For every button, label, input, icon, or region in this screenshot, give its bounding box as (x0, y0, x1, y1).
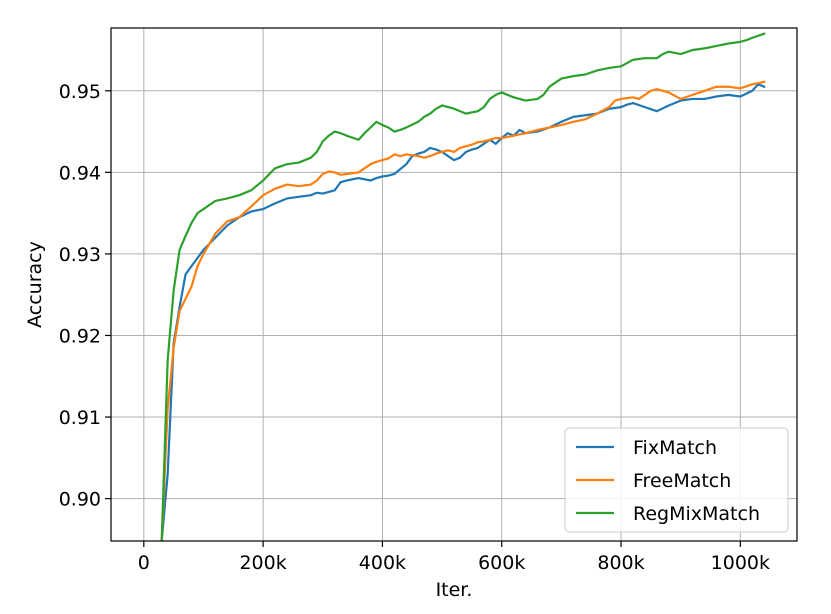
legend-label-regmixmatch: RegMixMatch (633, 503, 760, 525)
legend-label-freematch: FreeMatch (633, 470, 731, 492)
y-tick-label: 0.90 (59, 489, 101, 511)
y-tick-label: 0.91 (59, 407, 101, 429)
x-tick-label: 600k (478, 552, 525, 574)
x-tick-label: 200k (239, 552, 286, 574)
axes: 0 200k 400k 600k 800k 1000k 0.90 0.91 0.92 0.93 0.… (59, 81, 770, 574)
series-lines (160, 32, 766, 541)
x-tick-label: 800k (597, 552, 644, 574)
y-tick-label: 0.95 (59, 81, 101, 103)
y-axis-title: Accuracy (24, 241, 46, 328)
y-tick-label: 0.94 (59, 162, 101, 184)
plot-frame (110, 27, 798, 542)
series-line-freematch (160, 80, 766, 541)
x-tick-label: 400k (359, 552, 406, 574)
y-tick-label: 0.92 (59, 325, 101, 347)
legend-box (564, 427, 789, 533)
series-line-fixmatch (160, 83, 766, 541)
legend: FixMatch FreeMatch RegMixMatch (564, 427, 789, 533)
legend-label-fixmatch: FixMatch (633, 437, 717, 459)
series-line-regmixmatch (160, 32, 766, 541)
x-axis-title: Iter. (436, 579, 473, 601)
y-tick-label: 0.93 (59, 244, 101, 266)
x-tick-label: 0 (138, 552, 150, 574)
x-tick-label: 1000k (711, 552, 770, 574)
